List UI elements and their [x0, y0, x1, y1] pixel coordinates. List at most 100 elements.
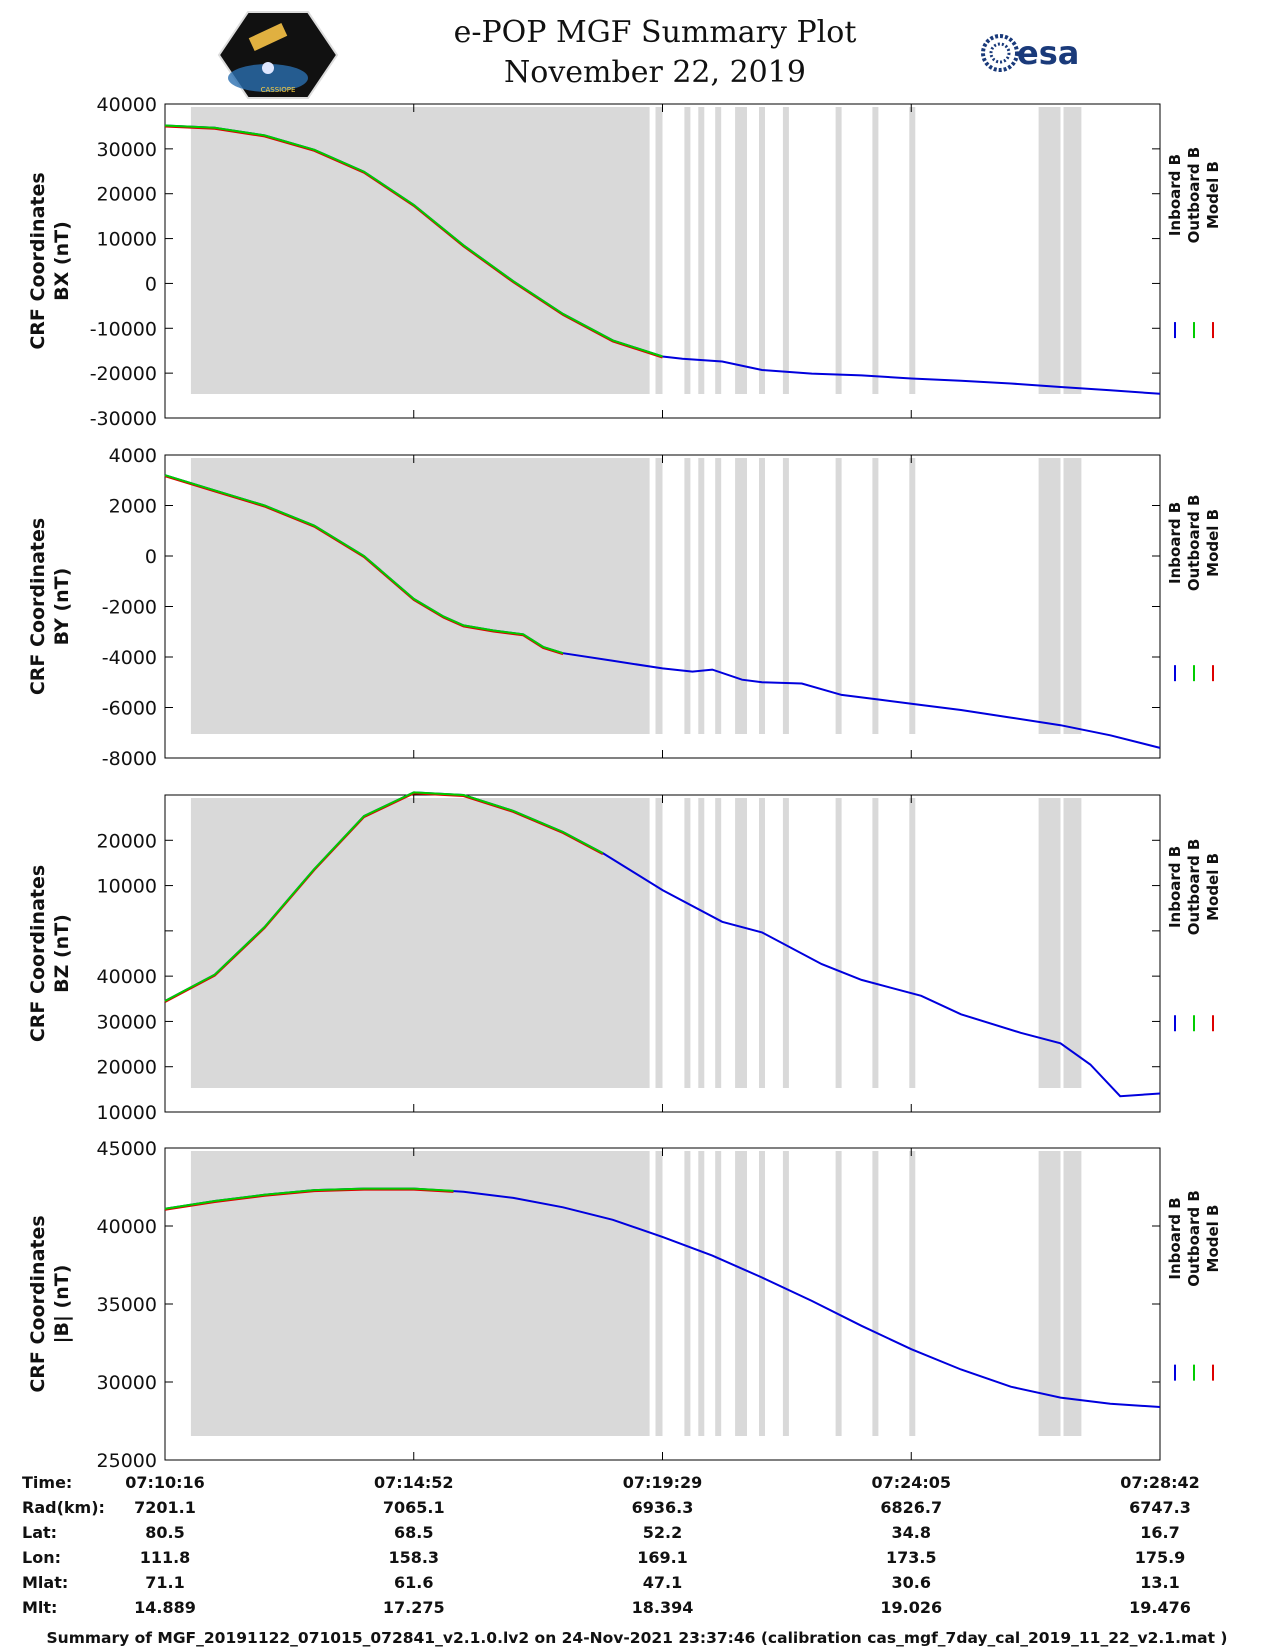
gap-band	[1038, 798, 1061, 1088]
y-axis-label-line2: BX (nT)	[51, 221, 73, 301]
y-tick-label: 4000	[109, 445, 157, 467]
gap-band	[1038, 1151, 1061, 1436]
esa-logo: esa	[981, 34, 1079, 72]
gap-band	[872, 1151, 879, 1436]
gap-band	[909, 458, 916, 734]
y-tick-label: 35000	[97, 1294, 157, 1316]
info-row-value: 34.8	[892, 1523, 931, 1542]
y-axis-label-line1: CRF Coordinates	[27, 172, 49, 349]
legend: Inboard B Outboard B Model B	[1166, 147, 1222, 339]
y-tick-label: 25000	[97, 1450, 157, 1472]
gap-band	[684, 798, 691, 1088]
gap-band	[655, 798, 663, 1088]
legend-label: Outboard B	[1185, 839, 1203, 936]
y-axis-label-line1: CRF Coordinates	[27, 1215, 49, 1392]
legend-label: Model B	[1204, 509, 1222, 577]
legend: Inboard B Outboard B Model B	[1166, 1190, 1222, 1381]
y-tick-label: -2000	[102, 597, 157, 619]
y-tick-label: 10000	[97, 1102, 157, 1124]
y-tick-label: 0	[145, 273, 157, 295]
info-row-value: 18.394	[632, 1598, 694, 1617]
panel-bmag: 45000 40000 35000 30000 25000 CRF Coordinates…	[27, 1138, 1222, 1472]
info-row-value: 71.1	[145, 1573, 184, 1592]
gap-band	[759, 107, 765, 394]
gap-band	[698, 107, 705, 394]
gap-band	[872, 798, 879, 1088]
y-axis-label-line1: CRF Coordinates	[27, 518, 49, 695]
gap-band	[835, 458, 842, 734]
gap-band	[759, 798, 765, 1088]
panel-bx: 40000 30000 20000 10000 0 -10000 -20000 -30000 C…	[27, 94, 1222, 430]
panel-bz: 20000 10000 40000 30000 20000 10000 CRF Coordi…	[27, 791, 1222, 1124]
info-row-value: 19.026	[880, 1598, 942, 1617]
gap-band	[1063, 1151, 1082, 1436]
panels: 400003000020000100000-10000-20000-30000C…	[27, 94, 1222, 1472]
info-row-value: 6747.3	[1129, 1498, 1191, 1517]
y-tick-label: 0	[145, 546, 157, 568]
gap-band	[872, 107, 879, 394]
panel-by: 4000 2000 0 -2000 -4000 -6000 -8000 CRF Coordin…	[27, 445, 1222, 770]
legend-label: Inboard B	[1166, 1197, 1184, 1279]
info-row-label: Rad(km):	[22, 1498, 105, 1517]
legend: Inboard B Outboard B Model B	[1166, 495, 1222, 682]
gap-band	[1063, 458, 1082, 734]
gap-band	[735, 1151, 747, 1436]
gap-band	[759, 458, 765, 734]
info-row-value: 68.5	[394, 1523, 433, 1542]
info-row-value: 175.9	[1135, 1548, 1186, 1567]
y-tick-label: -10000	[90, 318, 157, 340]
info-row-label: Lon:	[22, 1548, 61, 1567]
info-row-value: 13.1	[1140, 1573, 1179, 1592]
gap-band	[909, 1151, 916, 1436]
gap-band	[735, 107, 747, 394]
y-tick-label: 20000	[97, 1057, 157, 1079]
info-row-value: 07:14:52	[374, 1473, 454, 1492]
info-row-value: 111.8	[140, 1548, 191, 1567]
info-row-value: 52.2	[643, 1523, 682, 1542]
gap-band	[835, 1151, 842, 1436]
info-row-value: 19.476	[1129, 1598, 1191, 1617]
gap-band	[782, 798, 789, 1088]
gap-band	[655, 458, 663, 734]
y-tick-label: 30000	[97, 1372, 157, 1394]
info-row-value: 173.5	[886, 1548, 937, 1567]
gap-band	[684, 458, 691, 734]
legend-label: Model B	[1204, 853, 1222, 921]
gap-band	[782, 107, 789, 394]
gap-band	[1063, 107, 1082, 394]
legend-label: Model B	[1204, 161, 1222, 229]
info-row-value: 61.6	[394, 1573, 433, 1592]
y-tick-label: 40000	[97, 94, 157, 116]
legend-label: Model B	[1204, 1205, 1222, 1273]
y-tick-label: 30000	[97, 1011, 157, 1033]
y-tick-label: 40000	[97, 1216, 157, 1238]
y-axis-label-line2: BY (nT)	[51, 568, 73, 646]
title-line-2: November 22, 2019	[504, 55, 806, 90]
y-tick-label: -20000	[90, 363, 157, 385]
legend-label: Outboard B	[1185, 495, 1203, 592]
info-row-value: 169.1	[637, 1548, 688, 1567]
y-tick-label: -30000	[90, 408, 157, 430]
footer-caption: Summary of MGF_20191122_071015_072841_v2…	[47, 1629, 1228, 1647]
gap-band	[698, 1151, 705, 1436]
title-line-1: e-POP MGF Summary Plot	[454, 15, 857, 50]
info-row-value: 80.5	[145, 1523, 184, 1542]
gap-band	[735, 458, 747, 734]
info-row-label: Lat:	[22, 1523, 57, 1542]
info-row-value: 6936.3	[632, 1498, 694, 1517]
y-tick-label: 45000	[97, 1138, 157, 1160]
esa-logo-text: esa	[1017, 34, 1079, 72]
gap-band	[782, 1151, 789, 1436]
gap-band	[715, 1151, 722, 1436]
info-row-value: 7065.1	[383, 1498, 445, 1517]
orbit-info-table: Time: 07:10:16 07:14:52 07:19:29 07:24:05 07:…	[22, 1473, 1200, 1617]
legend-label: Inboard B	[1166, 846, 1184, 928]
gap-band	[715, 458, 722, 734]
series-line-outboard-b	[164, 1187, 454, 1210]
y-tick-label: 20000	[97, 830, 157, 852]
gap-band	[684, 1151, 691, 1436]
y-tick-label: 20000	[97, 184, 157, 206]
gap-band	[1063, 798, 1082, 1088]
y-tick-label: 10000	[97, 229, 157, 251]
